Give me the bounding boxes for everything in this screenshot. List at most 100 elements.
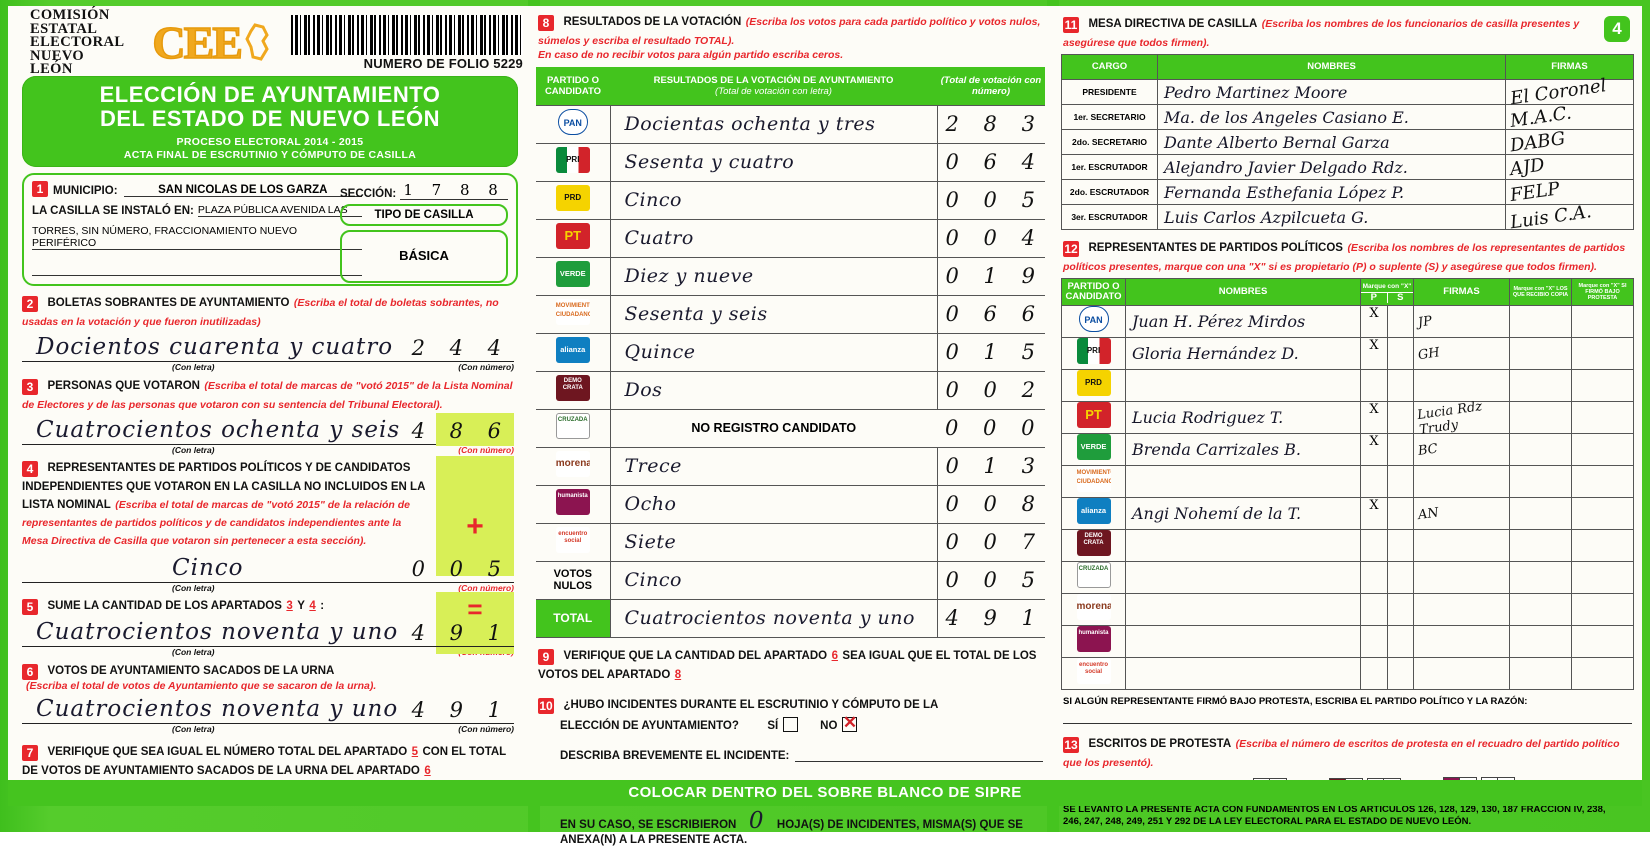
propietario-mark[interactable] xyxy=(1361,530,1387,561)
suplente-mark[interactable] xyxy=(1387,306,1413,337)
result-numero[interactable]: 0 0 5 xyxy=(937,181,1045,220)
result-numero[interactable]: 0 6 6 xyxy=(937,295,1045,334)
result-letra[interactable]: Ocho xyxy=(610,485,938,524)
recibio-copia-cell[interactable] xyxy=(1509,433,1572,466)
firmo-protesta-cell[interactable] xyxy=(1571,305,1634,338)
section-5-numero[interactable]: 4 9 1 xyxy=(411,621,510,645)
firma-cell[interactable]: DABG xyxy=(1505,127,1634,156)
rep-firma-cell[interactable]: AN xyxy=(1413,497,1510,530)
result-letra[interactable]: Docientas ochenta y tres xyxy=(610,105,938,144)
result-numero[interactable]: 0 6 4 xyxy=(937,143,1045,182)
firma-cell[interactable]: El Coronel xyxy=(1505,75,1634,109)
seccion-value[interactable]: 1 7 8 8 xyxy=(400,181,508,200)
result-numero[interactable]: 0 0 4 xyxy=(937,219,1045,258)
rep-nombre-cell[interactable]: Angi Nohemí de la T. xyxy=(1125,497,1361,530)
rep-firma-cell[interactable] xyxy=(1413,625,1510,658)
section-5-letra[interactable]: Cuatrocientos noventa y uno xyxy=(36,619,399,645)
section-2-letra[interactable]: Docientos cuarenta y cuatro xyxy=(36,334,394,360)
nombre-cell[interactable]: Ma. de los Angeles Casiano E. xyxy=(1157,104,1506,130)
instalo-line1[interactable]: PLAZA PÚBLICA AVENIDA LAS xyxy=(197,204,362,217)
rep-nombre-cell[interactable]: Lucia Rodriguez T. xyxy=(1125,401,1361,434)
rep-nombre-cell[interactable]: Juan H. Pérez Mirdos xyxy=(1125,305,1361,338)
firma-cell[interactable]: Luis C.A. xyxy=(1505,201,1634,233)
result-numero[interactable]: 0 1 5 xyxy=(937,333,1045,372)
result-letra[interactable]: Quince xyxy=(610,333,938,372)
propietario-mark[interactable]: X xyxy=(1369,402,1379,417)
recibio-copia-cell[interactable] xyxy=(1509,625,1572,658)
rep-firma-cell[interactable] xyxy=(1413,593,1510,626)
foot-count[interactable]: 0 xyxy=(748,807,765,834)
result-letra[interactable]: Trece xyxy=(610,447,938,486)
result-numero[interactable]: 0 0 2 xyxy=(937,371,1045,410)
result-numero[interactable]: 0 0 8 xyxy=(937,485,1045,524)
rep-firma-cell[interactable] xyxy=(1413,465,1510,498)
recibio-copia-cell[interactable] xyxy=(1509,561,1572,594)
nulos-numero[interactable]: 0 0 5 xyxy=(937,561,1045,600)
protest-note-input[interactable] xyxy=(1063,718,1632,724)
recibio-copia-cell[interactable] xyxy=(1509,657,1572,690)
rep-firma-cell[interactable] xyxy=(1413,657,1510,690)
rep-firma-cell[interactable]: JP xyxy=(1413,305,1510,338)
nombre-cell[interactable]: Alejandro Javier Delgado Rdz. xyxy=(1157,154,1506,180)
section-4-numero[interactable]: 0 0 5 xyxy=(411,557,510,581)
section-3-letra[interactable]: Cuatrocientos ochenta y seis xyxy=(36,417,401,443)
nombre-cell[interactable]: Pedro Martinez Moore xyxy=(1157,79,1506,105)
recibio-copia-cell[interactable] xyxy=(1509,305,1572,338)
rep-firma-cell[interactable]: Lucia Rdz Trudy xyxy=(1413,399,1510,438)
firmo-protesta-cell[interactable] xyxy=(1571,593,1634,626)
suplente-mark[interactable] xyxy=(1387,338,1413,369)
firmo-protesta-cell[interactable] xyxy=(1571,337,1634,370)
recibio-copia-cell[interactable] xyxy=(1509,529,1572,562)
rep-nombre-cell[interactable] xyxy=(1125,465,1361,498)
total-numero[interactable]: 4 9 1 xyxy=(937,599,1045,638)
suplente-mark[interactable] xyxy=(1387,370,1413,401)
nombre-cell[interactable]: Dante Alberto Bernal Garza xyxy=(1157,129,1506,155)
section-4-letra[interactable]: Cinco xyxy=(172,555,244,581)
suplente-mark[interactable] xyxy=(1387,530,1413,561)
rep-firma-cell[interactable] xyxy=(1413,369,1510,402)
instalo-line2[interactable]: TORRES, SIN NÚMERO, FRACCIONAMIENTO NUEV… xyxy=(32,225,362,250)
result-letra[interactable]: Siete xyxy=(610,523,938,562)
firmo-protesta-cell[interactable] xyxy=(1571,497,1634,530)
result-letra[interactable]: Cinco xyxy=(610,181,938,220)
rep-nombre-cell[interactable] xyxy=(1125,593,1361,626)
firmo-protesta-cell[interactable] xyxy=(1571,561,1634,594)
propietario-mark[interactable] xyxy=(1361,562,1387,593)
result-numero[interactable]: 0 0 0 xyxy=(937,409,1045,448)
suplente-mark[interactable] xyxy=(1387,466,1413,497)
section-6-letra[interactable]: Cuatrocientos noventa y uno xyxy=(36,696,399,722)
firmo-protesta-cell[interactable] xyxy=(1571,401,1634,434)
suplente-mark[interactable] xyxy=(1387,658,1413,689)
suplente-mark[interactable] xyxy=(1387,434,1413,465)
nulos-letra[interactable]: Cinco xyxy=(610,561,938,600)
result-letra[interactable]: NO REGISTRO CANDIDATO xyxy=(610,409,937,448)
section-2-numero[interactable]: 2 4 4 xyxy=(411,336,510,360)
propietario-mark[interactable] xyxy=(1361,658,1387,689)
recibio-copia-cell[interactable] xyxy=(1509,401,1572,434)
recibio-copia-cell[interactable] xyxy=(1509,369,1572,402)
propietario-mark[interactable]: X xyxy=(1369,498,1379,513)
rep-nombre-cell[interactable] xyxy=(1125,529,1361,562)
propietario-mark[interactable] xyxy=(1361,370,1387,401)
rep-nombre-cell[interactable] xyxy=(1125,369,1361,402)
result-letra[interactable]: Sesenta y seis xyxy=(610,295,938,334)
rep-firma-cell[interactable] xyxy=(1413,561,1510,594)
recibio-copia-cell[interactable] xyxy=(1509,337,1572,370)
rep-nombre-cell[interactable] xyxy=(1125,561,1361,594)
firmo-protesta-cell[interactable] xyxy=(1571,657,1634,690)
result-letra[interactable]: Cuatro xyxy=(610,219,938,258)
result-numero[interactable]: 0 0 7 xyxy=(937,523,1045,562)
nombre-cell[interactable]: Luis Carlos Azpilcueta G. xyxy=(1157,204,1506,230)
suplente-mark[interactable] xyxy=(1387,626,1413,657)
tipo-casilla-value[interactable]: BÁSICA xyxy=(340,230,508,283)
municipio-value[interactable]: SAN NICOLAS DE LOS GARZA xyxy=(123,184,362,197)
result-numero[interactable]: 2 8 3 xyxy=(937,105,1045,144)
recibio-copia-cell[interactable] xyxy=(1509,497,1572,530)
result-numero[interactable]: 0 1 3 xyxy=(937,447,1045,486)
propietario-mark[interactable] xyxy=(1361,594,1387,625)
si-checkbox[interactable] xyxy=(782,716,798,732)
result-numero[interactable]: 0 1 9 xyxy=(937,257,1045,296)
describe-input[interactable] xyxy=(795,748,1043,762)
firmo-protesta-cell[interactable] xyxy=(1571,625,1634,658)
no-checkbox[interactable] xyxy=(841,713,857,733)
